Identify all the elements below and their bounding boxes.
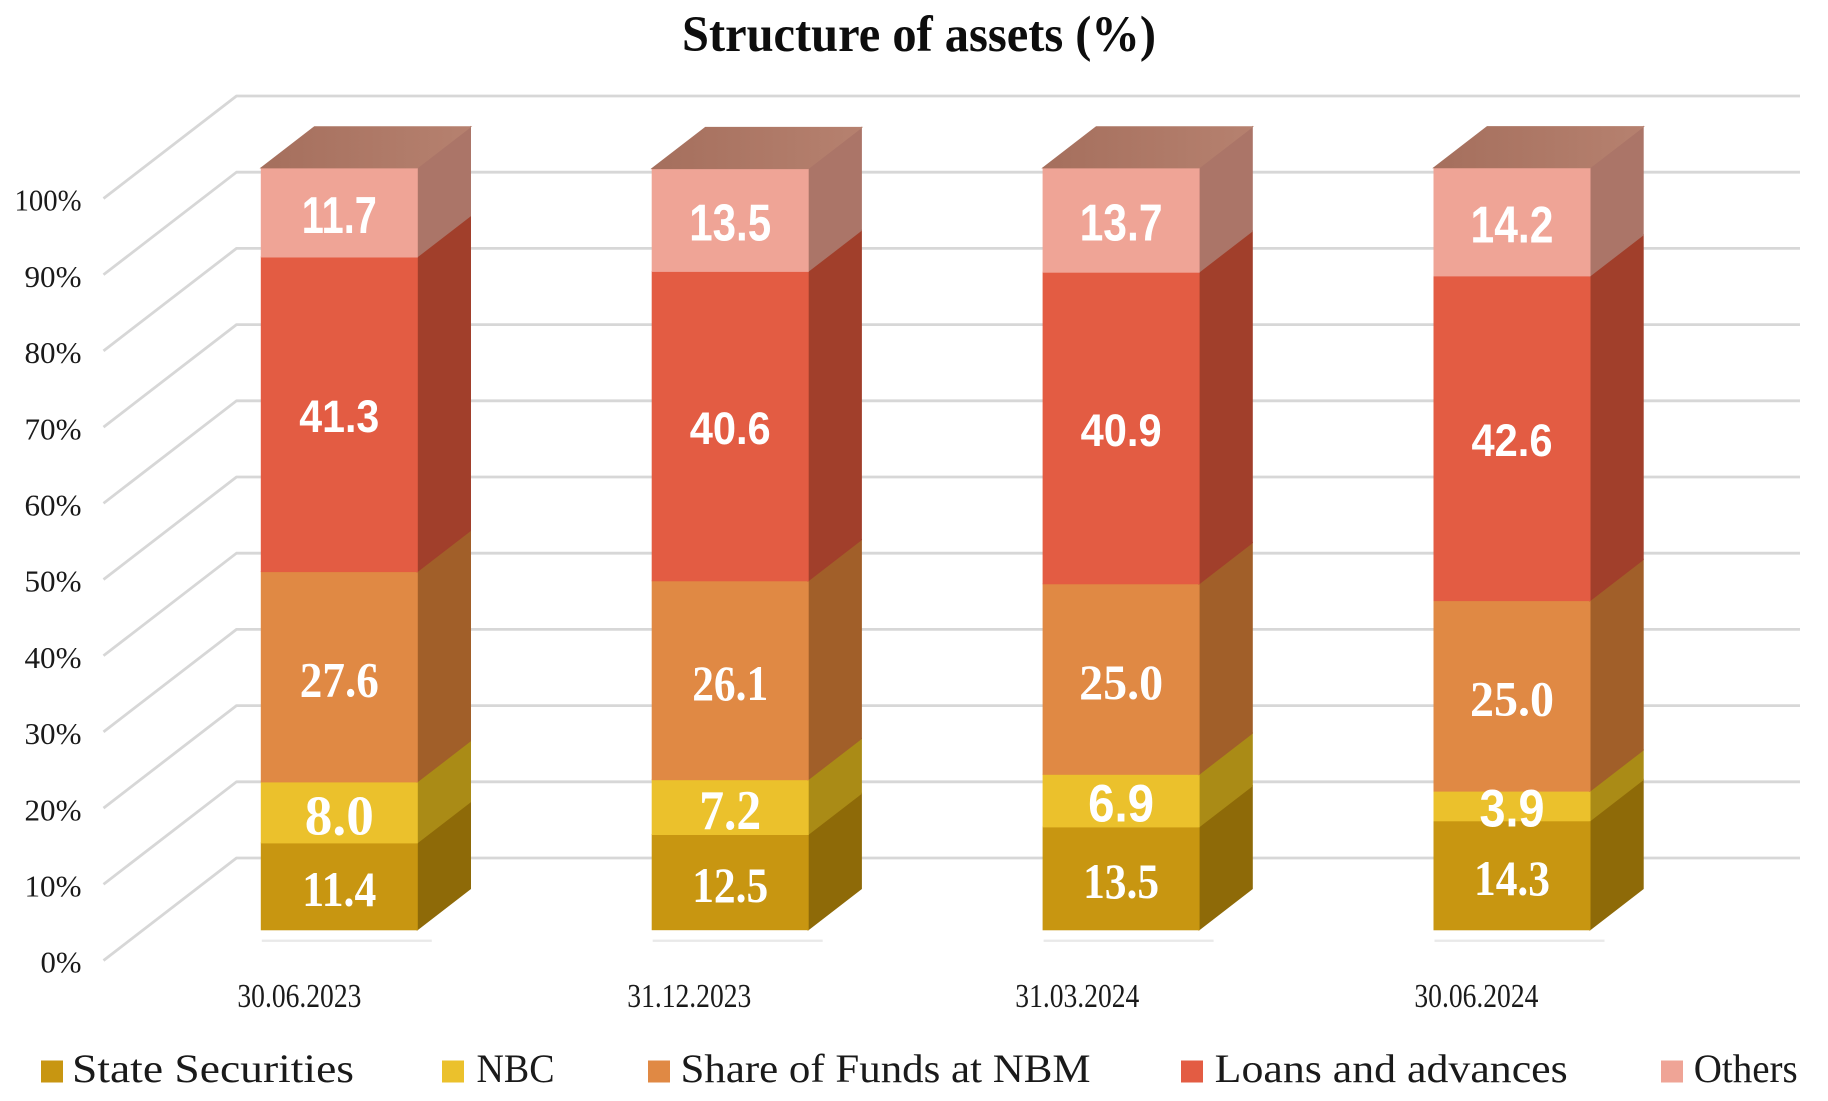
svg-text:40.9: 40.9	[1081, 405, 1162, 456]
svg-text:40.6: 40.6	[690, 403, 771, 454]
svg-text:0%: 0%	[41, 945, 82, 980]
svg-text:14.2: 14.2	[1471, 196, 1554, 254]
svg-text:13.5: 13.5	[689, 194, 771, 252]
svg-text:30.06.2024: 30.06.2024	[1414, 978, 1538, 1015]
svg-text:10%: 10%	[25, 869, 82, 904]
svg-text:11.7: 11.7	[302, 187, 377, 245]
svg-text:25.0: 25.0	[1470, 671, 1554, 727]
svg-text:41.3: 41.3	[299, 391, 379, 442]
svg-text:90%: 90%	[25, 259, 82, 294]
svg-text:12.5: 12.5	[692, 857, 768, 913]
svg-text:60%: 60%	[25, 488, 82, 523]
svg-text:31.12.2023: 31.12.2023	[627, 978, 751, 1015]
svg-text:Others: Others	[1694, 1046, 1798, 1091]
svg-text:Loans and advances: Loans and advances	[1215, 1046, 1568, 1091]
svg-text:25.0: 25.0	[1079, 654, 1163, 710]
svg-text:27.6: 27.6	[300, 652, 379, 708]
svg-text:7.2: 7.2	[699, 780, 761, 842]
svg-text:State Securities: State Securities	[72, 1046, 354, 1091]
svg-text:Share of Funds at NBM: Share of Funds at NBM	[681, 1046, 1091, 1091]
svg-text:100%: 100%	[15, 183, 82, 218]
svg-text:Structure of assets (%): Structure of assets (%)	[682, 7, 1156, 63]
svg-text:42.6: 42.6	[1472, 415, 1553, 466]
svg-text:20%: 20%	[25, 792, 82, 827]
svg-text:11.4: 11.4	[302, 861, 376, 917]
svg-text:30.06.2023: 30.06.2023	[237, 978, 361, 1015]
svg-text:26.1: 26.1	[692, 655, 768, 711]
svg-text:30%: 30%	[25, 716, 82, 751]
svg-text:80%: 80%	[25, 335, 82, 370]
svg-text:14.3: 14.3	[1474, 850, 1550, 906]
svg-text:50%: 50%	[25, 564, 82, 599]
svg-text:70%: 70%	[25, 411, 82, 446]
svg-text:6.9: 6.9	[1088, 774, 1154, 833]
svg-text:8.0: 8.0	[305, 785, 374, 847]
svg-text:NBC: NBC	[477, 1046, 555, 1091]
svg-text:40%: 40%	[25, 640, 82, 675]
svg-text:3.9: 3.9	[1480, 780, 1545, 839]
svg-text:13.7: 13.7	[1080, 194, 1163, 252]
svg-text:31.03.2024: 31.03.2024	[1015, 978, 1139, 1015]
svg-text:13.5: 13.5	[1083, 853, 1159, 909]
